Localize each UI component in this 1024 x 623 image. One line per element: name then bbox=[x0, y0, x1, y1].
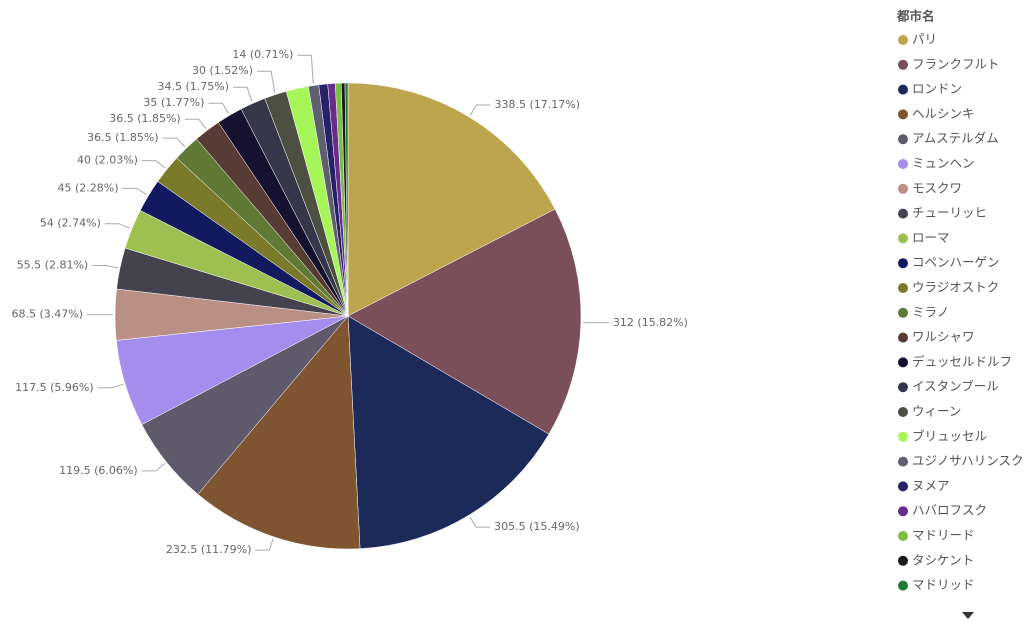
label-leader bbox=[97, 383, 124, 389]
data-label: 14 (0.71%) bbox=[232, 48, 293, 61]
label-leader bbox=[297, 54, 314, 84]
legend-marker bbox=[898, 407, 908, 417]
legend-marker bbox=[898, 555, 908, 566]
label-leader bbox=[141, 160, 166, 169]
legend-label: ヌメア bbox=[912, 478, 950, 493]
label-leader bbox=[255, 538, 274, 551]
legend-scroll-arrow[interactable] bbox=[962, 612, 974, 619]
data-label: 68.5 (3.47%) bbox=[11, 308, 83, 321]
label-leader bbox=[233, 86, 253, 102]
legend-label: デュッセルドルフ bbox=[912, 354, 1012, 369]
legend-label: ヘルシンキ bbox=[912, 106, 975, 121]
legend-title: 都市名 bbox=[896, 9, 935, 24]
legend-marker bbox=[898, 109, 908, 120]
legend-label: マドリード bbox=[912, 528, 975, 543]
data-label: 45 (2.28%) bbox=[57, 181, 118, 194]
pie-slice bbox=[347, 315, 550, 549]
legend-marker bbox=[898, 183, 908, 194]
data-label: 305.5 (15.49%) bbox=[494, 520, 580, 533]
data-label: 338.5 (17.17%) bbox=[494, 98, 580, 111]
label-leader bbox=[104, 223, 131, 229]
legend-marker bbox=[898, 159, 908, 169]
legend-label: ワルシャワ bbox=[912, 329, 975, 344]
legend-marker bbox=[898, 580, 908, 591]
label-leader bbox=[162, 137, 186, 148]
legend-label: パリ bbox=[912, 32, 937, 47]
legend-label: モスクワ bbox=[912, 180, 962, 195]
legend-marker bbox=[898, 258, 908, 269]
legend-label: ローマ bbox=[912, 230, 950, 245]
data-label: 36.5 (1.85%) bbox=[87, 131, 159, 144]
legend-label: ハバロフスク bbox=[912, 503, 987, 518]
legend-marker bbox=[898, 357, 908, 368]
legend-label: フランクフルト bbox=[912, 56, 1000, 71]
data-label: 54 (2.74%) bbox=[40, 217, 101, 230]
legend-label: コペンハーゲン bbox=[912, 255, 1000, 270]
pie-slice bbox=[347, 82, 556, 317]
label-leader bbox=[122, 187, 148, 196]
legend-marker bbox=[898, 431, 908, 442]
data-label: 34.5 (1.75%) bbox=[158, 80, 230, 93]
data-label: 35 (1.77%) bbox=[143, 96, 204, 109]
data-label: 119.5 (6.06%) bbox=[59, 464, 138, 477]
legend-label: ロンドン bbox=[912, 81, 962, 96]
legend-label: イスタンブール bbox=[912, 379, 999, 394]
legend-marker bbox=[898, 84, 908, 95]
legend-marker bbox=[898, 481, 908, 492]
pie-slice bbox=[347, 208, 582, 435]
label-leader bbox=[469, 516, 491, 528]
data-label: 55.5 (2.81%) bbox=[17, 258, 89, 271]
pie-slice bbox=[344, 82, 349, 317]
legend-marker bbox=[898, 456, 908, 467]
label-leader bbox=[208, 102, 229, 114]
legend-marker bbox=[898, 59, 908, 70]
legend-label: ウラジオストク bbox=[912, 280, 999, 295]
legend-marker bbox=[898, 531, 908, 541]
legend-label: チューリッヒ bbox=[912, 205, 987, 220]
legend-marker bbox=[898, 134, 908, 145]
legend-label: マドリッド bbox=[912, 577, 975, 592]
data-label: 312 (15.82%) bbox=[613, 316, 688, 329]
pie-slice bbox=[197, 315, 361, 550]
legend-marker bbox=[898, 233, 908, 244]
label-leader bbox=[92, 264, 119, 269]
legend-label: ミラノ bbox=[912, 304, 949, 319]
legend-marker bbox=[898, 382, 908, 393]
legend-label: ユジノサハリンスク bbox=[912, 453, 1024, 468]
legend-label: ウィーン bbox=[912, 404, 961, 419]
legend-marker bbox=[898, 208, 908, 219]
legend-marker bbox=[898, 332, 908, 343]
label-leader bbox=[184, 118, 207, 130]
data-label: 30 (1.52%) bbox=[192, 64, 253, 77]
legend-label: ブリュッセル bbox=[912, 428, 987, 443]
legend-marker bbox=[898, 35, 908, 45]
label-leader bbox=[141, 462, 166, 472]
label-leader bbox=[469, 104, 491, 116]
legend-label: ミュンヘン bbox=[912, 156, 975, 171]
data-label: 117.5 (5.96%) bbox=[15, 381, 94, 394]
legend-label: アムステルダム bbox=[912, 131, 999, 146]
legend-marker bbox=[898, 283, 908, 293]
legend-marker bbox=[898, 307, 908, 318]
data-label: 40 (2.03%) bbox=[77, 154, 138, 167]
legend-label: タシケント bbox=[912, 552, 974, 567]
label-leader bbox=[257, 70, 276, 93]
data-label: 232.5 (11.79%) bbox=[166, 543, 252, 556]
data-label: 36.5 (1.85%) bbox=[109, 112, 181, 125]
legend-marker bbox=[898, 506, 908, 517]
